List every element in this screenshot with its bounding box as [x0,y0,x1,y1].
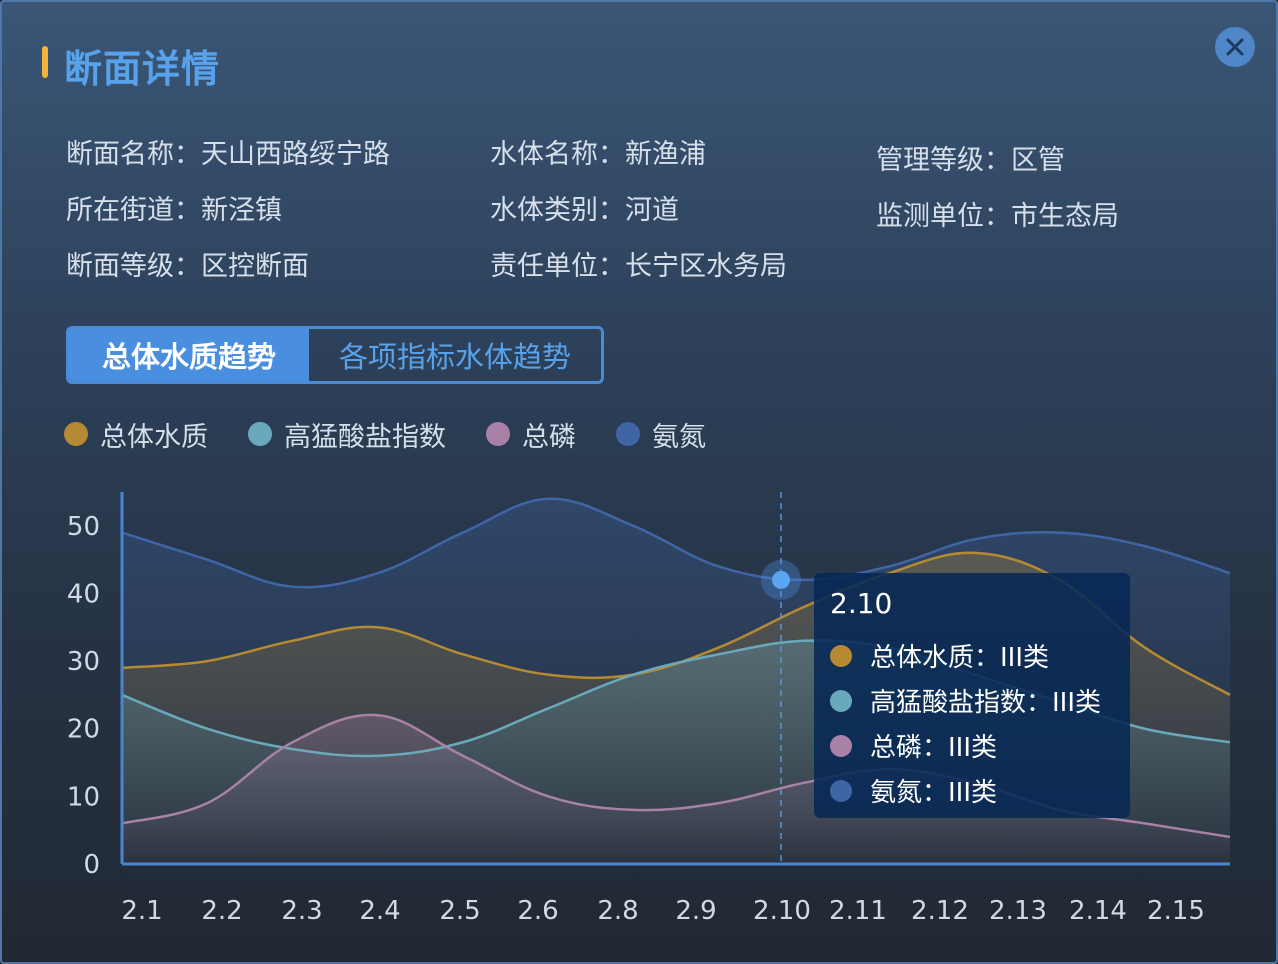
tooltip-row-permanganate: 高猛酸盐指数：III类 [830,678,1114,723]
close-button[interactable] [1215,27,1255,67]
tooltip-title: 2.10 [830,587,893,620]
tooltip-row-ammonia: 氨氮：III类 [830,768,1114,813]
x-tick-label: 2.14 [1069,896,1127,926]
info-label: 断面等级： [66,251,201,282]
y-tick-label: 0 [83,850,100,880]
y-tick-label: 30 [67,647,100,677]
tooltip-dot-icon [830,779,852,802]
info-water-type: 水体类别：河道 [490,188,679,227]
y-tick-label: 20 [67,715,100,745]
x-tick-label: 2.4 [359,896,400,926]
legend-label: 总体水质 [100,421,208,453]
info-section-name: 断面名称：天山西路绥宁路 [66,132,390,171]
legend-item-phosphorus[interactable]: 总磷 [486,415,576,454]
x-tick-label: 2.12 [911,896,969,926]
x-tick-label: 2.15 [1147,896,1205,926]
info-street: 所在街道：新泾镇 [66,188,282,227]
chart-tooltip: 2.10 总体水质：III类 高猛酸盐指数：III类 总磷：III类 氨氮：II… [814,573,1130,818]
legend-label: 氨氮 [652,421,706,453]
tooltip-row-label: 总体水质：III类 [870,643,1050,673]
tooltip-row-overall: 总体水质：III类 [830,633,1114,678]
tooltip-row-label: 氨氮：III类 [870,778,998,808]
x-tick-label: 2.1 [121,896,162,926]
x-tick-label: 2.9 [675,896,716,926]
chart-legend: 总体水质 高猛酸盐指数 总磷 氨氮 [64,415,746,454]
tab-overall-trend[interactable]: 总体水质趋势 [69,329,309,381]
legend-dot-icon [616,422,640,446]
legend-item-permanganate[interactable]: 高猛酸盐指数 [248,415,446,454]
info-value: 新泾镇 [201,195,282,226]
hover-point[interactable] [772,570,790,589]
info-management-level: 管理等级：区管 [876,138,1065,177]
info-label: 水体名称： [490,139,625,170]
chart-tabs: 总体水质趋势 各项指标水体趋势 [66,326,604,384]
series-area-phosphorus [122,714,1230,864]
tooltip-row-phosphorus: 总磷：III类 [830,723,1114,768]
tab-indicator-trend[interactable]: 各项指标水体趋势 [338,340,571,374]
legend-dot-icon [248,422,272,446]
info-value: 长宁区水务局 [625,251,787,282]
legend-dot-icon [64,422,88,446]
info-value: 市生态局 [1011,201,1119,232]
x-tick-label: 2.10 [753,896,811,926]
info-label: 水体类别： [490,195,625,226]
tooltip-row-label: 高猛酸盐指数：III类 [870,688,1102,718]
info-responsible-unit: 责任单位：长宁区水务局 [490,244,787,283]
info-label: 管理等级： [876,145,1011,176]
info-label: 监测单位： [876,201,1011,232]
tooltip-dot-icon [830,644,852,667]
legend-label: 高猛酸盐指数 [284,421,446,453]
tooltip-dot-icon [830,734,852,757]
info-water-body-name: 水体名称：新渔浦 [490,132,706,171]
info-value: 区控断面 [201,251,309,282]
close-icon [1226,38,1244,56]
y-tick-label: 40 [67,579,100,609]
info-monitor-unit: 监测单位：市生态局 [876,194,1119,233]
x-tick-label: 2.13 [989,896,1047,926]
x-tick-label: 2.11 [829,896,887,926]
info-value: 天山西路绥宁路 [201,139,390,170]
series-line-ammonia [121,497,1231,589]
legend-item-overall[interactable]: 总体水质 [64,415,208,454]
info-section-level: 断面等级：区控断面 [66,244,309,283]
dialog-title: 断面详情 [64,47,221,91]
info-label: 责任单位： [490,251,625,282]
info-value: 区管 [1011,145,1065,176]
info-label: 断面名称： [66,139,201,170]
x-tick-label: 2.2 [201,896,242,926]
legend-item-ammonia[interactable]: 氨氮 [616,415,706,454]
x-tick-label: 2.6 [517,896,558,926]
y-tick-label: 50 [67,512,100,542]
title-accent-bar [42,46,48,78]
y-tick-label: 10 [67,782,100,812]
legend-dot-icon [486,422,510,446]
info-value: 新渔浦 [625,139,706,170]
x-tick-label: 2.8 [597,896,638,926]
tooltip-row-label: 总磷：III类 [870,733,998,763]
x-tick-label: 2.3 [281,896,322,926]
tooltip-dot-icon [830,689,852,712]
info-value: 河道 [625,195,679,226]
info-label: 所在街道： [66,195,201,226]
legend-label: 总磷 [522,421,576,453]
x-tick-label: 2.5 [439,896,480,926]
